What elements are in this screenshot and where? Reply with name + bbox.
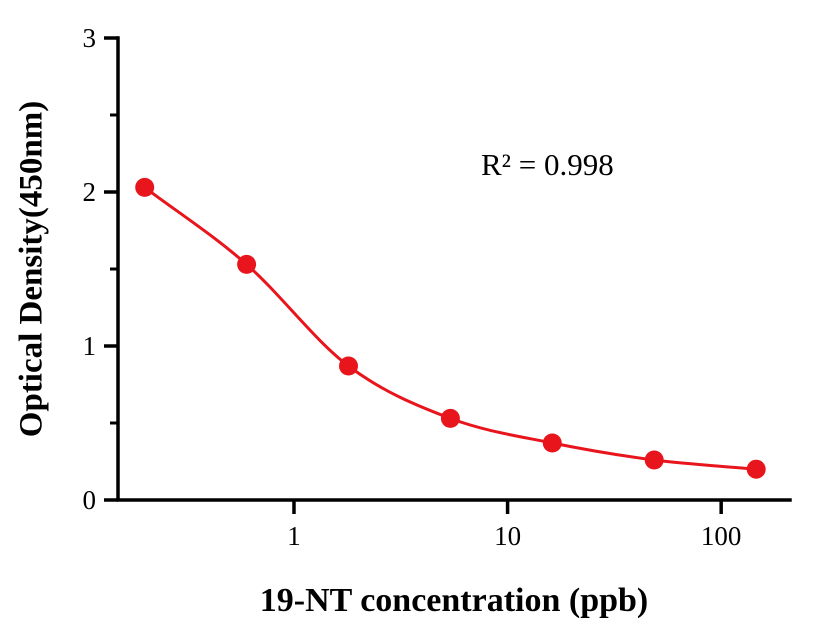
y-tick-label: 0 bbox=[83, 485, 97, 515]
y-tick-label: 1 bbox=[83, 331, 97, 361]
data-point-marker bbox=[440, 408, 460, 428]
data-point-marker bbox=[746, 459, 766, 479]
y-tick-label: 3 bbox=[83, 23, 97, 53]
x-tick-label: 100 bbox=[701, 521, 742, 551]
r-squared-annotation: R² = 0.998 bbox=[481, 147, 614, 182]
data-point-marker bbox=[237, 254, 257, 274]
data-point-marker bbox=[135, 177, 155, 197]
axes-spines bbox=[116, 36, 792, 502]
data-point-marker bbox=[542, 433, 562, 453]
data-point-marker bbox=[339, 356, 358, 376]
x-axis-title: 19-NT concentration (ppb) bbox=[259, 582, 649, 619]
y-tick-label: 2 bbox=[83, 177, 97, 207]
x-tick-label: 1 bbox=[287, 521, 301, 551]
x-tick-label: 10 bbox=[494, 521, 521, 551]
data-point-marker bbox=[644, 450, 664, 470]
y-axis-title: Optical Density(450nm) bbox=[13, 100, 50, 438]
